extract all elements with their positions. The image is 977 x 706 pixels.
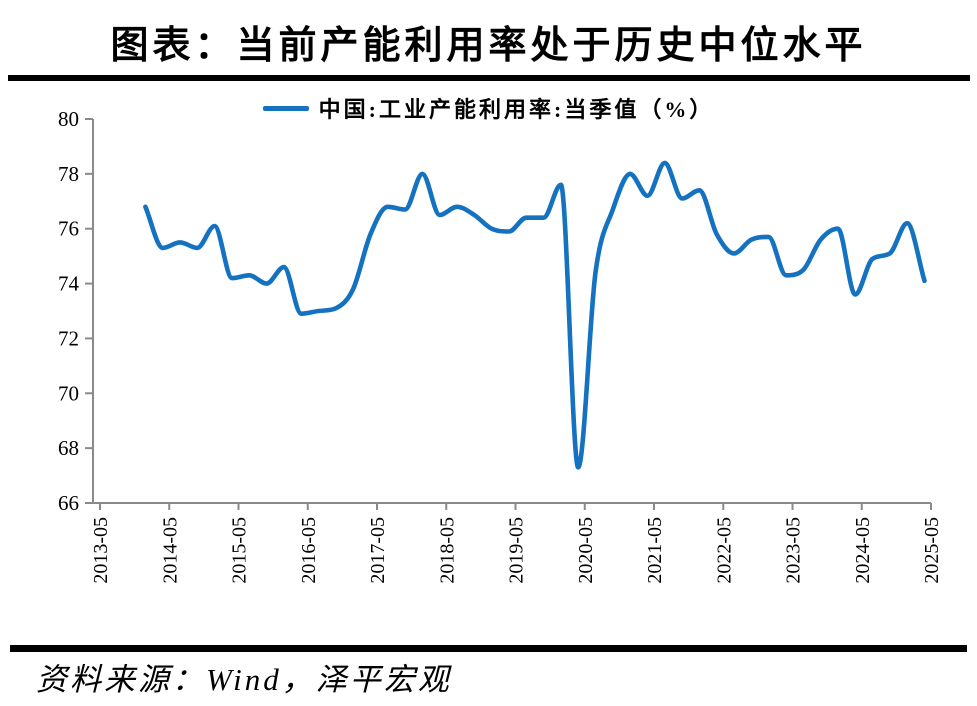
y-axis-tick-label: 66: [58, 491, 79, 515]
footer-divider: [10, 645, 967, 652]
axes: [92, 119, 931, 504]
x-axis-tick-label: 2015-05: [229, 517, 251, 584]
y-axis-tick-label: 70: [58, 381, 79, 405]
x-axis-tick-label: 2021-05: [644, 517, 666, 584]
title-divider: [8, 75, 970, 81]
y-axis-tick-label: 76: [58, 217, 79, 241]
legend-line-swatch: [262, 105, 309, 111]
series-line: [143, 160, 927, 470]
source-note: 资料来源：Wind，泽平宏观: [36, 662, 452, 697]
x-axis-tick-label: 2019-05: [506, 517, 528, 584]
y-axis-tick-label: 74: [58, 272, 80, 296]
x-axis-tick-label: 2020-05: [575, 517, 597, 584]
x-axis-tick-label: 2013-05: [90, 517, 112, 584]
x-axis-tick-label: 2022-05: [713, 517, 735, 584]
chart-legend: 中国:工业产能利用率:当季值（%）: [0, 94, 977, 122]
x-axis-tick-label: 2023-05: [783, 517, 805, 584]
x-axis-tick-label: 2018-05: [436, 517, 458, 584]
legend-label: 中国:工业产能利用率:当季值（%）: [318, 97, 715, 122]
x-axis-tick-label: 2014-05: [159, 517, 181, 584]
x-axis-tick-label: 2025-05: [921, 517, 943, 584]
x-axis-tick-label: 2016-05: [298, 517, 320, 584]
x-axis-tick-label: 2024-05: [852, 517, 874, 584]
chart-title: 图表：当前产能利用率处于历史中位水平: [110, 25, 867, 67]
x-axis-tick-label: 2017-05: [367, 517, 389, 584]
y-axis-tick-label: 78: [58, 162, 79, 186]
y-axis-tick-label: 80: [58, 107, 79, 131]
y-axis-tick-label: 68: [58, 436, 79, 460]
y-axis-tick-label: 72: [58, 326, 79, 350]
